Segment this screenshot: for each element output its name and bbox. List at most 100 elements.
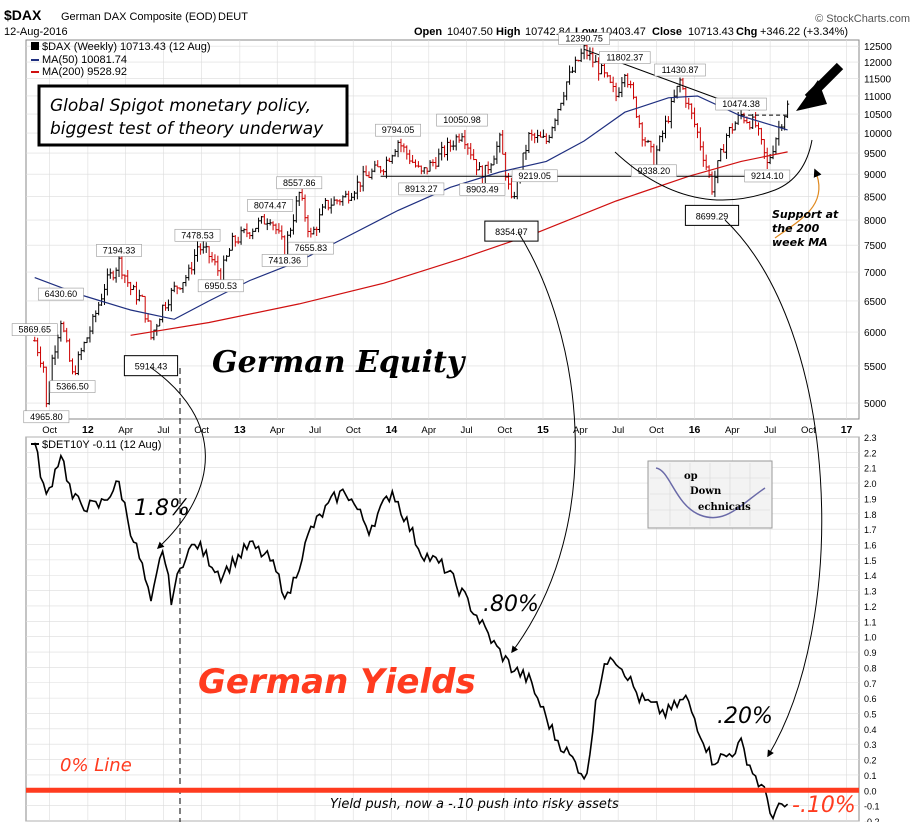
price-label-bg xyxy=(37,287,84,301)
open-label: Open xyxy=(414,26,442,38)
x-tick-label: Jul xyxy=(461,425,473,436)
rounding-bottom-curve xyxy=(614,139,813,201)
price-data-label: 9338.20 xyxy=(638,166,671,176)
price-grid xyxy=(26,40,859,419)
price-data-label: 4965.80 xyxy=(30,412,63,422)
price-data-label: 8699.29 xyxy=(696,211,729,221)
price-y-tick: 5500 xyxy=(864,362,887,373)
x-tick-label: Apr xyxy=(421,425,436,436)
close-label: Close xyxy=(652,26,682,38)
price-y-tick: 8500 xyxy=(864,192,887,203)
yield-line xyxy=(33,442,789,821)
price-panel-frame xyxy=(25,39,860,420)
ma200-line xyxy=(130,151,788,336)
header-name: German DAX Composite (EOD) xyxy=(61,11,216,23)
yield-grid xyxy=(26,436,859,822)
yield-y-tick: 1.3 xyxy=(864,587,877,597)
yield-y-tick: 1.4 xyxy=(864,571,877,581)
x-tick-label: Oct xyxy=(346,425,361,436)
yield-y-tick: 0.9 xyxy=(864,648,877,658)
yield-y-tick: 1.2 xyxy=(864,602,877,612)
price-y-tick: 8000 xyxy=(864,216,887,227)
x-tick-label: Jul xyxy=(612,425,624,436)
price-data-label: 8913.27 xyxy=(405,184,438,194)
price-data-label: 6950.53 xyxy=(204,281,237,291)
price-y-tick: 12500 xyxy=(864,42,892,53)
price-data-label: 7418.36 xyxy=(268,255,301,265)
open-value: 10407.50 xyxy=(447,26,493,38)
price-label-bg xyxy=(197,279,244,293)
price-label-bg xyxy=(261,254,308,267)
support-line-1: Support at xyxy=(772,208,839,221)
yield-y-tick: 1.9 xyxy=(864,494,877,504)
price-y-tick: 10500 xyxy=(864,110,892,121)
price-y-tick: 5000 xyxy=(864,399,887,410)
top-down-technicals-logo: op Down echnicals xyxy=(647,460,773,529)
yield-y-tick: 0.3 xyxy=(864,740,877,750)
price-data-label: 9219.05 xyxy=(518,171,551,181)
price-label-bg xyxy=(654,63,706,77)
price-y-tick: 11000 xyxy=(864,92,892,103)
price-data-label: 5869.65 xyxy=(18,325,51,335)
yield-y-tick: 1.0 xyxy=(864,633,877,643)
price-data-label: 8903.49 xyxy=(466,184,499,194)
x-tick-label: Jul xyxy=(309,425,321,436)
yield-y-tick: 0.6 xyxy=(864,694,877,704)
price-y-tick: 10000 xyxy=(864,129,892,140)
price-y-tick: 6500 xyxy=(864,297,887,308)
yield-y-tick: 2.0 xyxy=(864,479,877,489)
price-label-bg xyxy=(398,182,445,196)
price-data-labels: 5869.65 4965.80 6430.60 5366.50 7194.33 5914.… xyxy=(11,32,791,424)
price-data-label: 5366.50 xyxy=(56,382,89,392)
header-exchange: DEUT xyxy=(218,11,248,23)
logo-line-1: op xyxy=(684,471,698,482)
x-tick-label: Oct xyxy=(649,425,664,436)
support-line-2: the 200 xyxy=(772,222,820,235)
price-y-tick: 11500 xyxy=(864,75,892,86)
quote-line: Open 10407.50 High 10742.84 Low 10403.47… xyxy=(414,26,848,38)
price-label-bg xyxy=(287,241,334,255)
price-data-label: 8557.86 xyxy=(283,178,316,188)
price-y-tick: 6000 xyxy=(864,328,887,339)
price-y-tick: 7500 xyxy=(864,241,887,252)
yield-y-tick: -0.2 xyxy=(864,817,880,822)
arrow-2014-low-to-80 xyxy=(511,231,576,654)
yield-y-tick: 0.2 xyxy=(864,756,877,766)
german-equity-label: German Equity xyxy=(212,345,467,380)
price-y-axis: 5000 5500 6000 6500 7000 7500 8000 8500 9000 9500… xyxy=(864,42,892,410)
support-line-3: week MA xyxy=(772,236,828,249)
yield-y-tick: 0.5 xyxy=(864,709,877,719)
price-series xyxy=(33,40,790,408)
price-legend: $DAX (Weekly) 10713.43 (12 Aug) MA(50) 1… xyxy=(31,41,211,78)
x-tick-label: Apr xyxy=(118,425,133,436)
price-label-bg xyxy=(23,410,70,424)
price-data-label: 8074.47 xyxy=(254,200,287,210)
source-credit: © StockCharts.com xyxy=(815,13,910,25)
yield-y-tick: 0.8 xyxy=(864,663,877,673)
x-tick-label: 15 xyxy=(537,424,549,436)
date-x-axis: Oct 12 Apr Jul Oct 13 Apr Jul Oct 14 Apr Jul Oct 15 Ap… xyxy=(42,424,852,436)
price-data-label: 11802.37 xyxy=(606,53,643,63)
arrow-2016-low-to-20 xyxy=(724,219,823,758)
price-label-bg xyxy=(96,244,142,257)
close-value: 10713.43 xyxy=(688,26,734,38)
price-label-bg xyxy=(436,113,488,127)
ma50-line xyxy=(34,95,788,320)
logo-line-2: Down xyxy=(690,486,722,497)
price-label-bg xyxy=(11,323,58,336)
price-label-bg xyxy=(375,123,421,137)
price-label-bg xyxy=(174,228,221,242)
x-tick-label: Oct xyxy=(42,425,57,436)
low-value: 10403.47 xyxy=(600,26,646,38)
logo-line-3: echnicals xyxy=(698,502,751,513)
yield-y-tick: 1.6 xyxy=(864,541,877,551)
price-y-tick: 9500 xyxy=(864,149,887,160)
thesis-box xyxy=(37,84,349,147)
price-data-label: 10050.98 xyxy=(443,115,481,125)
price-data-label: 8354.97 xyxy=(495,227,528,237)
yield-y-tick: 0.4 xyxy=(864,725,877,735)
legend-yield: $DET10Y -0.11 (12 Aug) xyxy=(42,439,161,451)
legend-ma50: MA(50) 10081.74 xyxy=(42,54,127,66)
price-label-bg xyxy=(247,199,294,212)
